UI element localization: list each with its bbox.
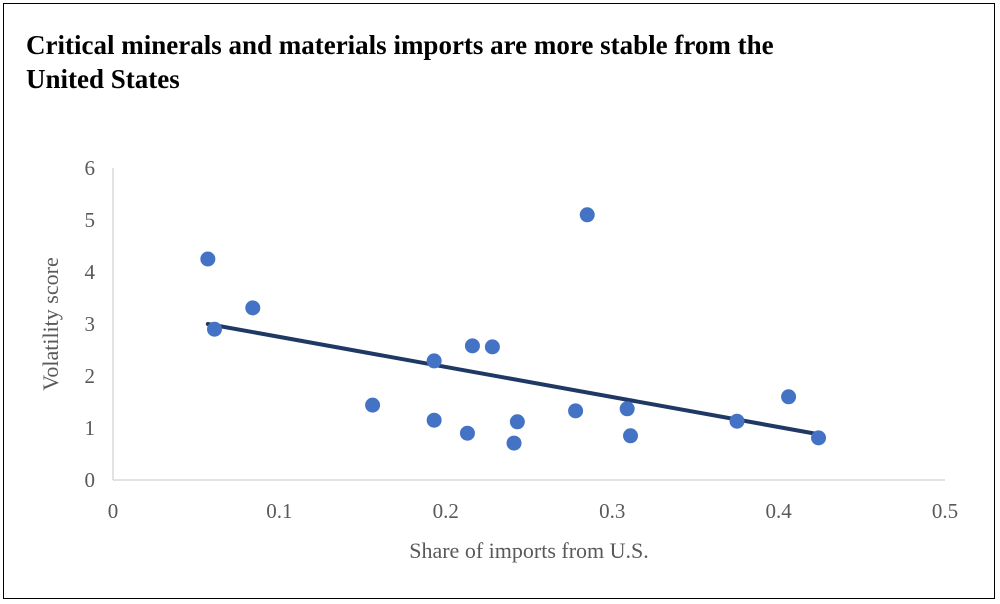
data-point (484, 339, 500, 355)
y-tick-label: 2 (85, 364, 96, 388)
y-tick-label: 4 (85, 260, 96, 284)
x-axis-label: Share of imports from U.S. (409, 538, 649, 563)
data-point (426, 412, 442, 428)
chart-title: Critical minerals and materials imports … (26, 30, 774, 94)
data-point (509, 414, 525, 430)
x-tick-label: 0.5 (932, 499, 958, 523)
trendline (205, 322, 821, 437)
data-point (464, 338, 480, 354)
data-point (245, 300, 261, 316)
x-tick-label: 0.1 (266, 499, 292, 523)
data-point (811, 430, 827, 446)
data-point (200, 251, 216, 267)
y-axis-label: Volatility score (38, 257, 63, 390)
data-point (729, 413, 745, 429)
x-tick-label: 0.4 (765, 499, 792, 523)
data-point (207, 321, 223, 337)
y-tick-label: 1 (85, 416, 96, 440)
data-point (619, 401, 635, 417)
data-point (579, 207, 595, 223)
data-point (568, 403, 584, 419)
y-tick-label: 3 (85, 312, 96, 336)
data-point (781, 389, 797, 405)
data-point (426, 353, 442, 369)
data-point (365, 397, 381, 413)
chart-frame (3, 3, 995, 599)
y-tick-label: 0 (85, 468, 96, 492)
x-tick-label: 0.2 (433, 499, 459, 523)
y-tick-label: 5 (85, 208, 96, 232)
x-tick-label: 0 (108, 499, 119, 523)
data-point (506, 435, 522, 451)
x-tick-label: 0.3 (599, 499, 625, 523)
y-tick-label: 6 (85, 156, 96, 180)
data-point (459, 425, 475, 441)
data-point (623, 428, 639, 444)
